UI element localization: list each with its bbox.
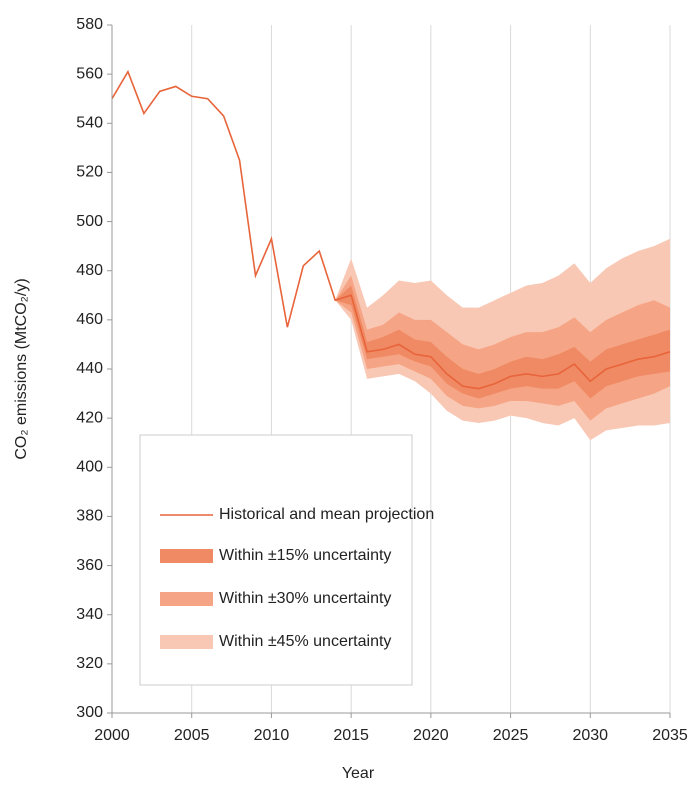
y-tick-label: 580 (76, 16, 103, 33)
y-tick-label: 480 (76, 262, 103, 279)
x-tick-label: 2025 (493, 727, 529, 744)
legend-label: Within ±30% uncertainty (219, 590, 391, 607)
y-tick-label: 560 (76, 65, 103, 82)
y-axis-label: CO₂ emissions (MtCO₂/y) (13, 278, 30, 459)
x-axis-label: Year (342, 765, 375, 782)
y-tick-label: 360 (76, 557, 103, 574)
y-tick-label: 320 (76, 655, 103, 672)
legend-swatch (160, 635, 213, 649)
x-tick-label: 2005 (174, 727, 210, 744)
x-tick-label: 2035 (652, 727, 688, 744)
y-tick-label: 420 (76, 409, 103, 426)
y-tick-label: 380 (76, 508, 103, 525)
y-tick-label: 440 (76, 360, 103, 377)
legend-label: Within ±15% uncertainty (219, 547, 391, 564)
legend-swatch (160, 592, 213, 606)
x-tick-label: 2010 (254, 727, 290, 744)
y-tick-label: 340 (76, 606, 103, 623)
line (111, 69, 671, 390)
legend-label: Historical and mean projection (219, 506, 434, 523)
y-tick-label: 540 (76, 115, 103, 132)
y-tick-label: 500 (76, 213, 103, 230)
x-tick-label: 2020 (413, 727, 449, 744)
y-tick-label: 400 (76, 459, 103, 476)
x-tick-label: 2030 (572, 727, 608, 744)
x-tick-label: 2000 (94, 727, 130, 744)
y-tick-label: 520 (76, 164, 103, 181)
y-tick-label: 300 (76, 704, 103, 721)
uncertainty-band (335, 285, 670, 399)
legend-swatch (160, 549, 213, 563)
x-tick-label: 2015 (333, 727, 369, 744)
y-tick-label: 460 (76, 311, 103, 328)
legend-label: Within ±45% uncertainty (219, 633, 391, 650)
